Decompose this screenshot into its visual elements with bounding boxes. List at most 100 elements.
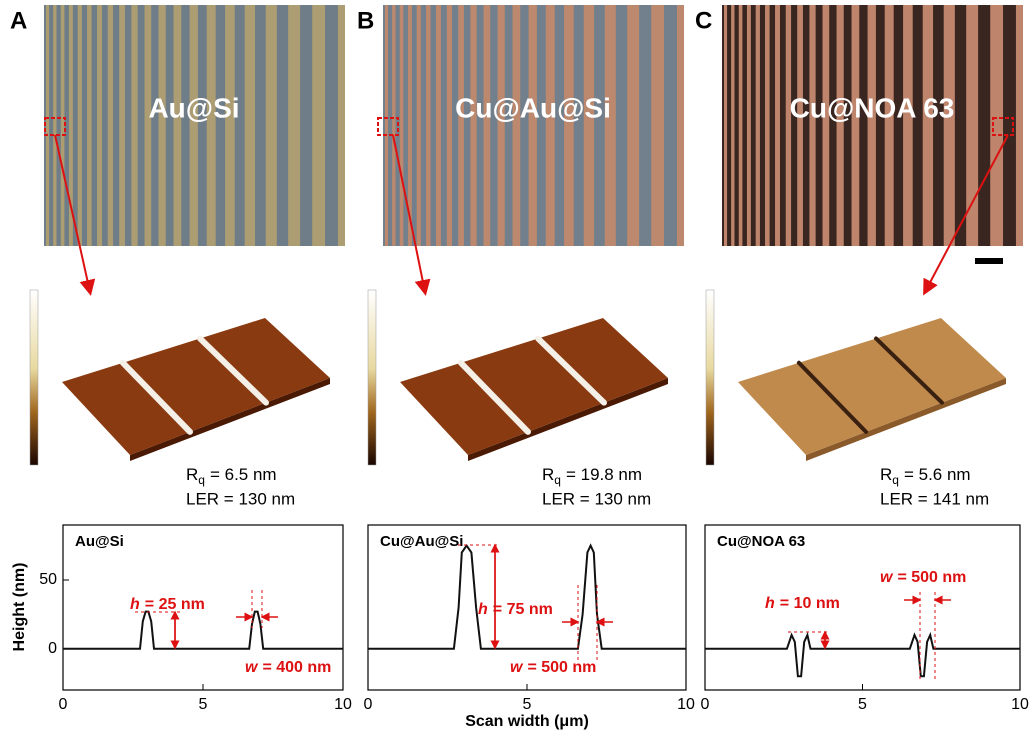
annotation-symbol: w [880, 569, 894, 586]
roughness: Rq= 19.8 nm [542, 465, 642, 487]
annotation-symbol: h [765, 595, 775, 612]
profile-line [63, 612, 343, 649]
panel-letter: B [357, 7, 374, 34]
stripe [731, 5, 734, 246]
y-tick-label: 0 [48, 640, 57, 657]
x-tick-label: 5 [199, 696, 208, 713]
stripe [1016, 5, 1023, 246]
stripe [207, 5, 216, 246]
x-tick-label: 0 [701, 696, 710, 713]
y-axis-label: Height (nm) [11, 563, 28, 652]
stripe [797, 5, 803, 246]
stripe [417, 5, 421, 246]
stripe [627, 5, 639, 246]
annotation-text: = 75 nm [493, 601, 553, 618]
image-label: Cu@Au@Si [455, 92, 611, 123]
annotation-symbol: h [478, 601, 488, 618]
stripe [61, 5, 65, 246]
stripe [159, 5, 166, 246]
roughness-symbol: R [186, 465, 198, 484]
stripe [923, 5, 933, 246]
annotation-symbol: h [130, 596, 140, 613]
stripe [747, 5, 751, 246]
stripe [885, 5, 894, 246]
annotation-symbol: w [245, 659, 259, 676]
image-label: Au@Si [148, 92, 239, 123]
annotation-symbol: w [510, 659, 524, 676]
x-tick-label: 0 [59, 696, 68, 713]
stripe [775, 5, 780, 246]
stripe [605, 5, 616, 246]
stripe [868, 5, 876, 246]
roughness-subscript: q [198, 473, 205, 487]
stripe [677, 5, 684, 246]
chart-title: Cu@Au@Si [380, 533, 463, 550]
stripe [131, 5, 137, 246]
roughness-symbol: R [880, 465, 892, 484]
roughness-value: = 5.6 nm [904, 465, 971, 484]
y-tick-label: 50 [39, 571, 57, 588]
stripe [53, 5, 56, 246]
stripe [190, 5, 198, 246]
stripe [564, 5, 574, 246]
image-label: Cu@NOA 63 [790, 92, 955, 123]
stripe [78, 5, 82, 246]
roughness-value: = 19.8 nm [566, 465, 642, 484]
stripe [108, 5, 113, 246]
annotation-text: = 500 nm [527, 659, 596, 676]
profile-line [368, 546, 686, 649]
x-tick-label: 0 [364, 696, 373, 713]
x-tick-label: 10 [1011, 696, 1029, 713]
annotation: h = 10 nm [765, 595, 840, 612]
x-tick-label: 5 [858, 696, 867, 713]
annotation: w= 500 nm [880, 569, 966, 586]
stripe [739, 5, 743, 246]
stripe [756, 5, 760, 246]
panel-letter: A [10, 7, 27, 34]
stripe [245, 5, 255, 246]
annotation: h = 25 nm [130, 596, 205, 613]
colorbar [30, 290, 38, 465]
annotation-text: = 400 nm [262, 659, 331, 676]
ler: LER = 130 nm [186, 489, 295, 508]
stripe [119, 5, 125, 246]
chart-title: Au@Si [75, 533, 124, 550]
stripe [97, 5, 102, 246]
annotation-text: = 500 nm [897, 569, 966, 586]
annotation: w= 500 nm [510, 659, 596, 676]
x-tick-label: 10 [334, 696, 352, 713]
annotation: w= 400 nm [245, 659, 331, 676]
colorbar [706, 290, 714, 465]
stripe [837, 5, 844, 246]
panel-letter: C [695, 7, 712, 34]
stripe [426, 5, 431, 246]
stripe [312, 5, 325, 246]
stripe [529, 5, 537, 246]
stripe [944, 5, 955, 246]
stripe [823, 5, 830, 246]
annotation-text: = 25 nm [145, 596, 205, 613]
stripe [513, 5, 521, 246]
stripe [765, 5, 770, 246]
roughness-subscript: q [554, 473, 561, 487]
roughness-value: = 6.5 nm [210, 465, 277, 484]
stripe [786, 5, 791, 246]
colorbar [368, 290, 376, 465]
annotation-text: = 10 nm [780, 595, 840, 612]
stripe [470, 5, 476, 246]
ler: LER = 141 nm [880, 489, 989, 508]
stripe [651, 5, 664, 246]
roughness: Rq = 6.5 nm [186, 465, 277, 487]
stripe [447, 5, 452, 246]
stripe [584, 5, 594, 246]
chart-title: Cu@NOA 63 [717, 533, 805, 550]
stripe [225, 5, 235, 246]
stripe [484, 5, 491, 246]
x-tick-label: 10 [677, 696, 695, 713]
scale-bar [975, 258, 1003, 264]
ler: LER = 130 nm [542, 489, 651, 508]
stripe [385, 5, 388, 246]
profile-line [705, 635, 1020, 676]
stripe [174, 5, 182, 246]
annotation: h = 75 nm [478, 601, 553, 618]
